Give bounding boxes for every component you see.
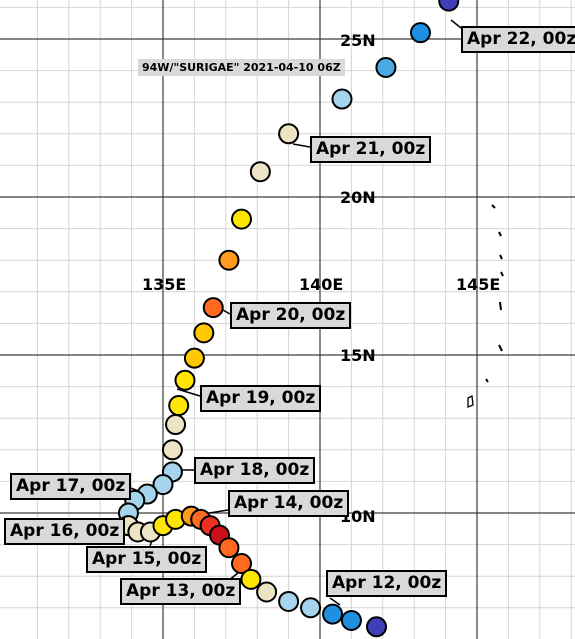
track-point (165, 414, 187, 436)
date-label-apr14: Apr 14, 00z (228, 490, 350, 517)
island-speck (485, 378, 489, 383)
track-point (231, 208, 252, 230)
island-speck (499, 301, 502, 311)
track-point (183, 347, 205, 369)
date-label-apr12: Apr 12, 00z (326, 570, 448, 597)
label-leader (292, 143, 311, 148)
track-point (152, 474, 174, 496)
date-label-apr22: Apr 22, 00z (461, 26, 575, 53)
date-label-apr17: Apr 17, 00z (10, 473, 132, 500)
island-speck (498, 231, 502, 237)
track-point (331, 88, 353, 110)
date-label-apr18: Apr 18, 00z (194, 457, 316, 484)
track-point (300, 597, 322, 619)
track-point (218, 249, 240, 271)
track-point (409, 22, 431, 44)
track-point (231, 553, 252, 575)
island-speck (491, 204, 496, 209)
track-point (366, 616, 388, 638)
lat-label-20n: 20N (340, 188, 376, 207)
date-label-apr16: Apr 16, 00z (4, 518, 126, 545)
track-point (161, 439, 183, 461)
date-label-apr15: Apr 15, 00z (86, 546, 208, 573)
label-leader (450, 19, 462, 29)
island-speck (498, 344, 503, 352)
island-speck (500, 271, 504, 277)
lon-label-145e: 145E (456, 275, 501, 294)
date-label-apr20: Apr 20, 00z (230, 302, 352, 329)
lon-label-135e: 135E (142, 275, 187, 294)
date-label-apr21: Apr 21, 00z (310, 136, 432, 163)
track-point (322, 603, 344, 625)
track-point (375, 56, 397, 78)
lat-label-15n: 15N (340, 346, 376, 365)
track-point (256, 581, 278, 603)
track-point (249, 161, 271, 183)
label-leader (176, 388, 201, 397)
track-point (202, 297, 224, 319)
track-point (168, 395, 190, 417)
lon-label-140e: 140E (299, 275, 344, 294)
track-point (438, 0, 460, 12)
island-speck (499, 254, 503, 260)
track-point (218, 537, 240, 559)
date-label-apr19: Apr 19, 00z (200, 385, 322, 412)
track-point (278, 123, 300, 145)
map-title: 94W/"SURIGAE" 2021-04-10 06Z (138, 59, 345, 76)
date-label-apr13: Apr 13, 00z (120, 578, 242, 605)
track-point (278, 590, 300, 612)
islands (467, 204, 504, 408)
storm-track (117, 0, 460, 638)
track-point (193, 322, 215, 344)
track-point (174, 369, 196, 391)
lat-label-25n: 25N (340, 31, 376, 50)
track-point (340, 609, 362, 631)
track-point (240, 568, 262, 590)
island-outline (467, 395, 474, 408)
label-leader (329, 597, 341, 606)
